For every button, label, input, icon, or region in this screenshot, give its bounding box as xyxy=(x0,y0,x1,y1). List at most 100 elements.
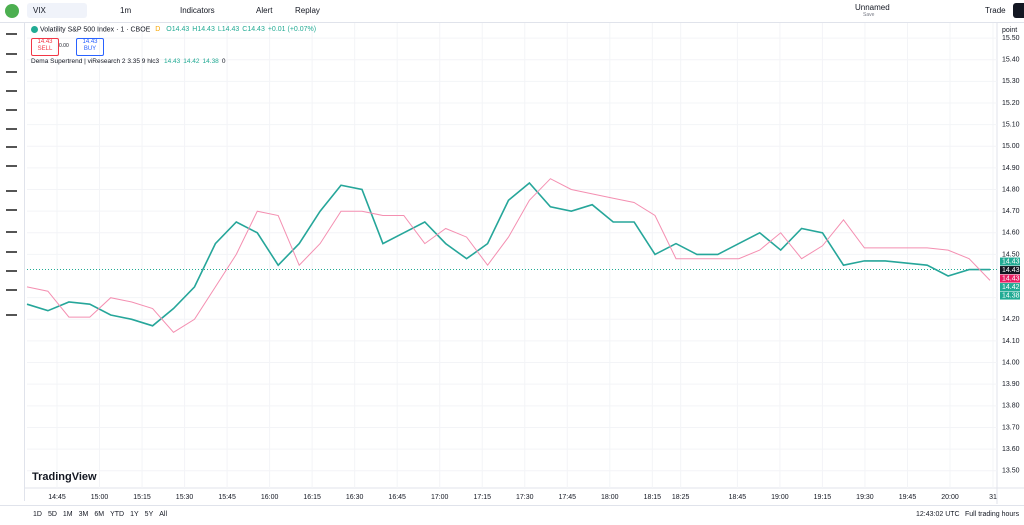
x-tick-label: 19:00 xyxy=(771,494,789,501)
x-tick-label: 31 xyxy=(989,494,997,501)
tool-icon[interactable] xyxy=(6,289,17,291)
status-dot xyxy=(31,26,38,33)
tool-icon[interactable] xyxy=(6,90,17,92)
x-tick-label: 15:00 xyxy=(91,494,109,501)
price-label: 14.43 xyxy=(1002,275,1020,282)
y-tick-label: 14.00 xyxy=(1002,359,1020,366)
replay-button[interactable]: Replay xyxy=(295,6,320,15)
tool-icon[interactable] xyxy=(6,165,17,167)
y-tick-label: 15.30 xyxy=(1002,78,1020,85)
range-button[interactable]: 1M xyxy=(62,511,73,518)
x-tick-label: 17:30 xyxy=(516,494,534,501)
price-label-box xyxy=(1000,257,1020,266)
interval[interactable]: 1m xyxy=(120,6,132,15)
indicators-button[interactable]: Indicators xyxy=(180,6,215,15)
tool-icon[interactable] xyxy=(6,231,17,233)
range-button[interactable]: 5Y xyxy=(144,511,154,518)
tool-icon[interactable] xyxy=(6,146,17,148)
range-button[interactable]: 1D xyxy=(33,511,42,518)
y-tick-label: 14.80 xyxy=(1002,186,1020,193)
y-tick-label: 13.50 xyxy=(1002,468,1020,475)
tool-icon[interactable] xyxy=(6,71,17,73)
avatar[interactable] xyxy=(5,4,19,18)
clock: 12:43:02 UTC xyxy=(916,511,960,518)
tool-icon[interactable] xyxy=(6,128,17,130)
legend-title: Volatility S&P 500 Index · 1 · CBOE xyxy=(39,26,151,34)
session[interactable]: Full trading hours xyxy=(965,511,1020,518)
x-tick-label: 17:15 xyxy=(473,494,491,501)
x-tick-label: 19:45 xyxy=(899,494,917,501)
top-toolbar: VIX 1m Indicators Alert Replay Unnamed S… xyxy=(0,0,1024,23)
drawing-toolbar xyxy=(0,23,25,501)
x-tick-label: 16:45 xyxy=(388,494,406,501)
x-tick-label: 16:00 xyxy=(261,494,279,501)
y-tick-label: 14.10 xyxy=(1002,338,1020,345)
trade-button[interactable]: Trade xyxy=(985,6,1006,15)
ohlc-value: +0.01 (+0.07%) xyxy=(267,26,317,34)
publish-button[interactable] xyxy=(1013,3,1024,18)
tool-icon[interactable] xyxy=(6,209,17,211)
price-label-box xyxy=(1000,274,1020,283)
buy-button[interactable]: 14.43 BUY xyxy=(76,38,104,56)
y-tick-label: 14.70 xyxy=(1002,208,1020,215)
tool-icon[interactable] xyxy=(6,270,17,272)
range-button[interactable]: 6M xyxy=(94,511,105,518)
y-tick-label: 15.20 xyxy=(1002,100,1020,107)
range-button[interactable]: 1Y xyxy=(130,511,139,518)
x-tick-label: 14:45 xyxy=(48,494,66,501)
axis-unit: point xyxy=(1002,27,1017,34)
x-tick-label: 20:00 xyxy=(941,494,959,501)
x-tick-label: 15:45 xyxy=(218,494,236,501)
tool-icon[interactable] xyxy=(6,314,17,316)
indicator-value: 14.43 xyxy=(163,58,181,65)
buy-price: 14.43 xyxy=(82,39,98,45)
indicator-values: 14.43 14.42 14.38 0 xyxy=(161,58,225,65)
x-tick-label: 18:15 xyxy=(644,494,662,501)
indicator-value: 14.42 xyxy=(183,58,200,65)
price-label: 14.43 xyxy=(1002,267,1020,274)
range-button[interactable]: 3M xyxy=(78,511,89,518)
symbol[interactable]: VIX xyxy=(33,6,46,15)
layout-name[interactable]: Unnamed xyxy=(855,3,890,12)
indicator-legend: Dema Supertrend | viResearch 2 3.35 9 hl… xyxy=(31,58,225,65)
range-button[interactable]: All xyxy=(159,511,168,518)
range-button[interactable]: 5D xyxy=(47,511,57,518)
alert-button[interactable]: Alert xyxy=(256,6,273,15)
tool-icon[interactable] xyxy=(6,33,17,35)
bottom-toolbar: 1D 5D 1M 3M 6M YTD 1Y 5Y All 12:43:02 UTC Full t… xyxy=(0,505,1024,525)
symbol-search[interactable] xyxy=(27,3,87,18)
sell-button[interactable]: 14.43 SELL xyxy=(31,38,59,56)
x-tick-label: 19:30 xyxy=(856,494,874,501)
y-tick-label: 13.80 xyxy=(1002,403,1020,410)
price-label-box xyxy=(1000,283,1020,292)
y-tick-label: 15.00 xyxy=(1002,143,1020,150)
x-tick-label: 19:15 xyxy=(814,494,832,501)
price-label: 14.43 xyxy=(1002,258,1020,265)
tool-icon[interactable] xyxy=(6,251,17,253)
tool-icon[interactable] xyxy=(6,190,17,192)
price-label: 14.38 xyxy=(1002,292,1020,299)
tool-icon[interactable] xyxy=(6,53,17,55)
legend: Volatility S&P 500 Index · 1 · CBOE D O1… xyxy=(31,26,319,33)
y-tick-label: 13.70 xyxy=(1002,424,1020,431)
y-tick-label: 13.90 xyxy=(1002,381,1020,388)
y-tick-label: 15.50 xyxy=(1002,35,1020,42)
x-tick-label: 18:45 xyxy=(729,494,747,501)
price-label-box xyxy=(1000,291,1020,300)
y-tick-label: 14.90 xyxy=(1002,165,1020,172)
price-line-series xyxy=(26,181,990,327)
indicator-value: 14.38 xyxy=(202,58,219,65)
sell-label: SELL xyxy=(37,46,53,52)
y-tick-label: 14.60 xyxy=(1002,230,1020,237)
tool-icon[interactable] xyxy=(6,109,17,111)
price-label-box xyxy=(1000,266,1020,275)
x-tick-label: 17:00 xyxy=(431,494,449,501)
range-button[interactable]: YTD xyxy=(110,511,125,518)
sell-price: 14.43 xyxy=(37,39,53,45)
market-status: D xyxy=(155,26,161,34)
x-tick-label: 18:00 xyxy=(601,494,619,501)
save-status: Save xyxy=(863,12,875,18)
ohlc-value: O14.43 xyxy=(166,26,190,34)
